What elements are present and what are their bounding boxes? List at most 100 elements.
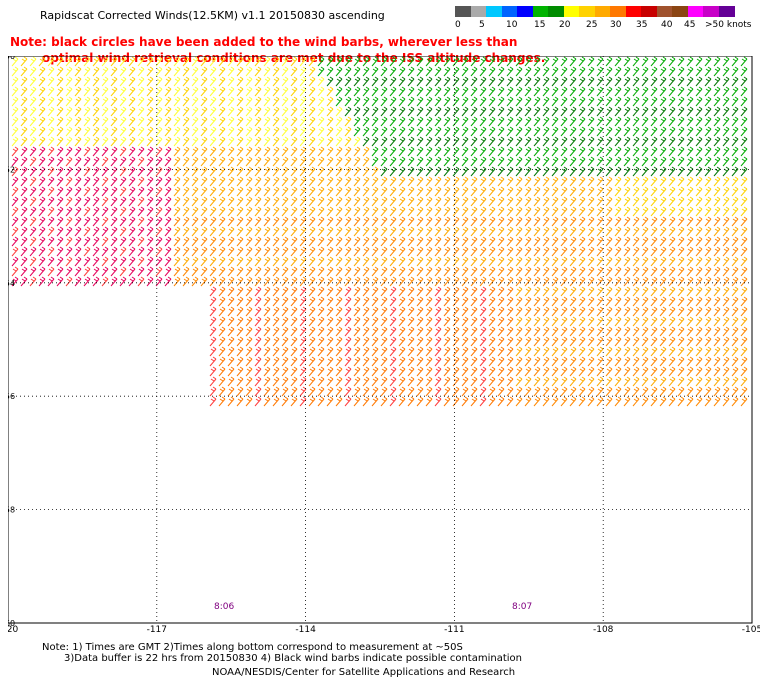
wind-barb (344, 316, 352, 327)
wind-barb (182, 196, 190, 207)
wind-barb (587, 196, 595, 207)
wind-barb (209, 236, 217, 247)
wind-barb (452, 256, 460, 267)
wind-barb (605, 396, 613, 407)
wind-barb (605, 156, 613, 167)
wind-barb (38, 116, 46, 127)
wind-barb (524, 106, 532, 117)
wind-barb (101, 66, 109, 77)
wind-barb (434, 396, 442, 407)
wind-barb (605, 276, 613, 287)
wind-barb (704, 216, 712, 227)
wind-barb (335, 326, 343, 337)
wind-barb (632, 366, 640, 377)
wind-barb (515, 66, 523, 77)
wind-barb (578, 146, 586, 157)
wind-barb (227, 176, 235, 187)
wind-barb (173, 156, 181, 167)
wind-barb (443, 346, 451, 357)
wind-barb (281, 136, 289, 147)
wind-barb (722, 366, 730, 377)
wind-barb (695, 186, 703, 197)
wind-barb (146, 236, 154, 247)
wind-barb (209, 376, 217, 387)
wind-barb (272, 136, 280, 147)
wind-barb (614, 296, 622, 307)
wind-barb (272, 146, 280, 157)
legend-swatch (532, 6, 549, 17)
wind-barb (182, 216, 190, 227)
wind-barb (182, 226, 190, 237)
wind-barb (47, 116, 55, 127)
wind-barb (317, 136, 325, 147)
wind-barb (659, 196, 667, 207)
wind-barb (443, 186, 451, 197)
wind-barb (587, 346, 595, 357)
wind-barb (407, 66, 415, 77)
wind-barb (173, 246, 181, 257)
wind-barb (47, 106, 55, 117)
wind-barb (443, 56, 451, 67)
wind-barb (92, 136, 100, 147)
wind-barb (515, 116, 523, 127)
wind-barb (11, 196, 19, 207)
wind-barb (632, 96, 640, 107)
wind-barb (659, 136, 667, 147)
wind-barb (542, 306, 550, 317)
wind-barb (497, 256, 505, 267)
wind-barb (542, 146, 550, 157)
wind-barb (506, 216, 514, 227)
wind-barb (668, 66, 676, 77)
wind-barb (605, 166, 613, 177)
wind-barb (677, 376, 685, 387)
wind-barb (740, 386, 748, 397)
wind-barb (452, 206, 460, 217)
wind-barb (110, 236, 118, 247)
wind-barb (461, 296, 469, 307)
wind-barb (137, 106, 145, 117)
wind-barb (353, 386, 361, 397)
wind-barb (128, 116, 136, 127)
wind-barb (236, 156, 244, 167)
wind-barb (137, 266, 145, 277)
wind-barb (497, 326, 505, 337)
legend-swatch (641, 6, 657, 17)
wind-barb (380, 336, 388, 347)
wind-barb (497, 76, 505, 87)
wind-barb (731, 66, 739, 77)
wind-barb (317, 156, 325, 167)
wind-barb (695, 166, 703, 177)
wind-barb (560, 56, 568, 67)
wind-barb (506, 146, 514, 157)
wind-barb (686, 276, 694, 287)
wind-barb (137, 186, 145, 197)
wind-barb (731, 76, 739, 87)
wind-barb (713, 396, 721, 407)
wind-barb (461, 316, 469, 327)
wind-barb (155, 146, 163, 157)
wind-barb (461, 226, 469, 237)
wind-barb (578, 276, 586, 287)
wind-barb (245, 266, 253, 277)
wind-barb (704, 376, 712, 387)
wind-barb (263, 296, 271, 307)
wind-barb (335, 196, 343, 207)
wind-barb (515, 176, 523, 187)
wind-barb (74, 186, 82, 197)
wind-barb (569, 116, 577, 127)
wind-barb (236, 76, 244, 87)
wind-barb (245, 306, 253, 317)
wind-barb (146, 126, 154, 137)
wind-barb (425, 86, 433, 97)
wind-barb (506, 376, 514, 387)
wind-barb (659, 386, 667, 397)
wind-barb (659, 336, 667, 347)
wind-barb (443, 196, 451, 207)
wind-barb (146, 66, 154, 77)
wind-barb (209, 196, 217, 207)
wind-barb (461, 146, 469, 157)
wind-barb (326, 186, 334, 197)
wind-barb (380, 186, 388, 197)
wind-barb (632, 176, 640, 187)
wind-barb (263, 226, 271, 237)
